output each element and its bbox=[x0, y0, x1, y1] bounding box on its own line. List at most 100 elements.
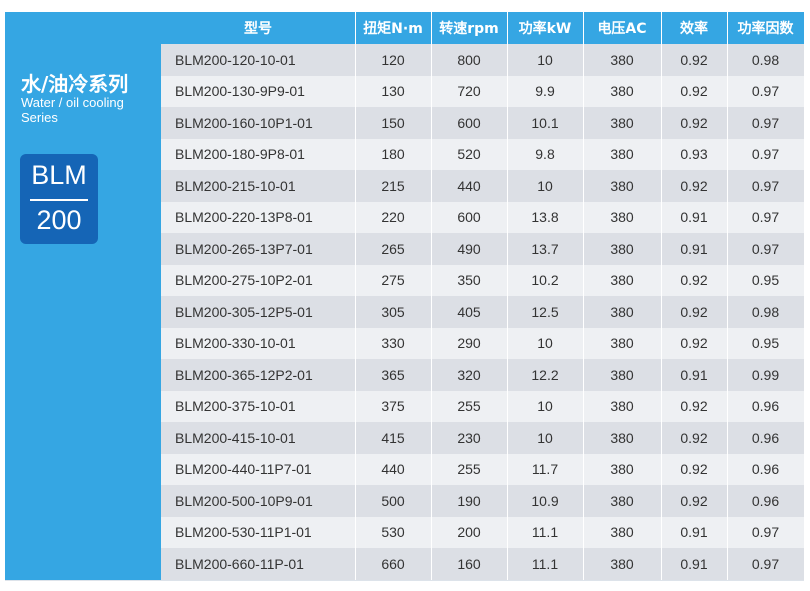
column-divider bbox=[661, 12, 662, 580]
cell-power-factor: 0.95 bbox=[751, 272, 780, 289]
cell-model: BLM200-160-10P1-01 bbox=[175, 114, 313, 131]
cell-voltage: 380 bbox=[610, 240, 634, 257]
cell-power-factor: 0.98 bbox=[751, 303, 780, 320]
cell-voltage: 380 bbox=[610, 177, 634, 194]
table-row: BLM200-130-9P9-01 130 720 9.9 380 0.92 0.97 bbox=[161, 75, 804, 107]
cell-power: 13.8 bbox=[531, 209, 559, 226]
cell-power-factor: 0.97 bbox=[751, 524, 780, 541]
badge-line1: BLM bbox=[31, 160, 87, 190]
cell-torque: 180 bbox=[381, 146, 405, 163]
cell-efficiency: 0.92 bbox=[680, 83, 708, 100]
badge-divider bbox=[30, 199, 88, 201]
cell-efficiency: 0.91 bbox=[680, 240, 708, 257]
cell-power: 10.1 bbox=[531, 114, 559, 131]
header-voltage: 电压AC bbox=[597, 21, 647, 37]
cell-efficiency: 0.92 bbox=[680, 398, 708, 415]
cell-model: BLM200-375-10-01 bbox=[175, 398, 296, 415]
cell-torque: 500 bbox=[381, 492, 405, 509]
cell-torque: 305 bbox=[381, 303, 405, 320]
cell-model: BLM200-365-12P2-01 bbox=[175, 366, 313, 383]
table-row: BLM200-660-11P-01 660 160 11.1 380 0.91 0.97 bbox=[161, 548, 804, 580]
cell-speed: 230 bbox=[457, 429, 481, 446]
cell-power: 10 bbox=[537, 398, 553, 415]
cell-speed: 255 bbox=[457, 398, 481, 415]
series-sidebar: 水/油冷系列 Water / oil cooling Series BLM 20… bbox=[5, 12, 161, 580]
cell-power-factor: 0.97 bbox=[751, 177, 780, 194]
cell-model: BLM200-120-10-01 bbox=[175, 51, 296, 68]
series-title-en: Water / oil cooling Series bbox=[21, 95, 161, 125]
cell-power: 10 bbox=[537, 177, 553, 194]
cell-torque: 660 bbox=[381, 555, 405, 572]
cell-torque: 120 bbox=[381, 51, 405, 68]
table-row: BLM200-365-12P2-01 365 320 12.2 380 0.91 0.99 bbox=[161, 359, 804, 391]
cell-voltage: 380 bbox=[610, 429, 634, 446]
cell-efficiency: 0.92 bbox=[680, 335, 708, 352]
badge-line2: 200 bbox=[36, 205, 82, 235]
cell-efficiency: 0.91 bbox=[680, 366, 708, 383]
cell-efficiency: 0.93 bbox=[680, 146, 708, 163]
cell-power-factor: 0.97 bbox=[751, 146, 780, 163]
cell-speed: 600 bbox=[457, 209, 481, 226]
cell-voltage: 380 bbox=[610, 335, 634, 352]
cell-power: 12.2 bbox=[531, 366, 559, 383]
cell-power-factor: 0.96 bbox=[751, 461, 780, 478]
cell-torque: 150 bbox=[381, 114, 405, 131]
cell-power-factor: 0.95 bbox=[751, 335, 780, 352]
cell-speed: 200 bbox=[457, 524, 481, 541]
cell-torque: 365 bbox=[381, 366, 405, 383]
table-row: BLM200-215-10-01 215 440 10 380 0.92 0.97 bbox=[161, 170, 804, 202]
cell-power: 10 bbox=[537, 429, 553, 446]
column-divider bbox=[507, 12, 508, 580]
cell-power-factor: 0.97 bbox=[751, 555, 780, 572]
cell-power-factor: 0.96 bbox=[751, 429, 780, 446]
cell-torque: 375 bbox=[381, 398, 405, 415]
cell-speed: 350 bbox=[457, 272, 481, 289]
cell-model: BLM200-305-12P5-01 bbox=[175, 303, 313, 320]
cell-voltage: 380 bbox=[610, 461, 634, 478]
header-torque: 扭矩N·m bbox=[363, 21, 423, 37]
column-divider bbox=[431, 12, 432, 580]
cell-model: BLM200-180-9P8-01 bbox=[175, 146, 305, 163]
cell-voltage: 380 bbox=[610, 524, 634, 541]
cell-efficiency: 0.92 bbox=[680, 429, 708, 446]
cell-model: BLM200-275-10P2-01 bbox=[175, 272, 313, 289]
header-efficiency: 效率 bbox=[680, 21, 708, 37]
table-row: BLM200-180-9P8-01 180 520 9.8 380 0.93 0.97 bbox=[161, 138, 804, 170]
cell-model: BLM200-130-9P9-01 bbox=[175, 83, 305, 100]
cell-voltage: 380 bbox=[610, 146, 634, 163]
cell-torque: 440 bbox=[381, 461, 405, 478]
cell-torque: 220 bbox=[381, 209, 405, 226]
table-row: BLM200-220-13P8-01 220 600 13.8 380 0.91 0.97 bbox=[161, 201, 804, 233]
cell-torque: 530 bbox=[381, 524, 405, 541]
cell-voltage: 380 bbox=[610, 51, 634, 68]
series-title-zh: 水/油冷系列 bbox=[21, 72, 129, 96]
cell-efficiency: 0.92 bbox=[680, 177, 708, 194]
cell-power: 10 bbox=[537, 335, 553, 352]
cell-torque: 215 bbox=[381, 177, 405, 194]
cell-power-factor: 0.97 bbox=[751, 240, 780, 257]
cell-model: BLM200-500-10P9-01 bbox=[175, 492, 313, 509]
cell-voltage: 380 bbox=[610, 303, 634, 320]
series-title-en-line1: Water / oil cooling bbox=[21, 95, 124, 110]
column-divider bbox=[355, 12, 356, 580]
table-row: BLM200-305-12P5-01 305 405 12.5 380 0.92 0.98 bbox=[161, 296, 804, 328]
series-title-en-line2: Series bbox=[21, 110, 58, 125]
cell-voltage: 380 bbox=[610, 555, 634, 572]
bottom-divider bbox=[5, 580, 804, 581]
cell-power: 10.9 bbox=[531, 492, 559, 509]
cell-torque: 330 bbox=[381, 335, 405, 352]
cell-voltage: 380 bbox=[610, 114, 634, 131]
header-speed: 转速rpm bbox=[439, 21, 499, 37]
cell-voltage: 380 bbox=[610, 398, 634, 415]
cell-voltage: 380 bbox=[610, 272, 634, 289]
cell-power-factor: 0.97 bbox=[751, 83, 780, 100]
cell-model: BLM200-660-11P-01 bbox=[175, 555, 304, 572]
cell-model: BLM200-440-11P7-01 bbox=[175, 461, 312, 478]
header-power: 功率kW bbox=[518, 21, 572, 37]
table-row: BLM200-375-10-01 375 255 10 380 0.92 0.96 bbox=[161, 390, 804, 422]
cell-voltage: 380 bbox=[610, 492, 634, 509]
cell-efficiency: 0.92 bbox=[680, 114, 708, 131]
cell-speed: 290 bbox=[457, 335, 481, 352]
cell-efficiency: 0.91 bbox=[680, 209, 708, 226]
header-power-factor: 功率因数 bbox=[737, 21, 794, 37]
